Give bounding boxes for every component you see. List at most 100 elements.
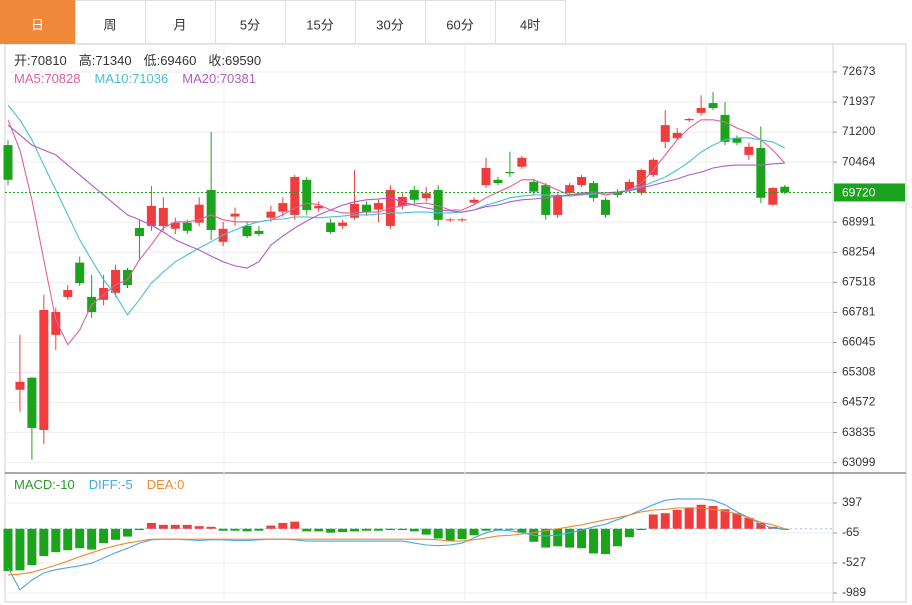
macd-bar: [278, 522, 288, 529]
series-line: [7, 119, 786, 346]
macd-bar: [636, 528, 646, 531]
candle-body: [63, 289, 73, 297]
candle-body: [75, 262, 85, 284]
candle-body: [732, 138, 742, 143]
tab[interactable]: 60分: [425, 0, 496, 44]
candle-body: [517, 157, 527, 167]
macd-bar: [421, 528, 431, 535]
tab-bg[interactable]: [0, 0, 76, 44]
candle-body: [206, 190, 216, 231]
tab-label[interactable]: 30分: [376, 17, 403, 32]
y-tick-label: 68254: [842, 244, 876, 258]
tab-label[interactable]: 60分: [446, 17, 473, 32]
ohlc-label: 低:: [144, 53, 161, 68]
macd-bar: [39, 528, 49, 557]
tab-label[interactable]: 周: [103, 17, 116, 32]
tab-bg[interactable]: [495, 0, 566, 44]
macd-bar: [684, 507, 694, 529]
macd-bar: [445, 528, 455, 541]
candle-body: [302, 179, 312, 211]
ohlc-label: 开:: [14, 53, 31, 68]
candle-body: [481, 167, 491, 186]
y-tick-label: 72673: [842, 64, 876, 78]
macd-bar: [409, 528, 419, 532]
legend-name: DIFF:: [89, 477, 122, 492]
tab[interactable]: 5分: [215, 0, 286, 44]
macd-bar: [577, 528, 587, 549]
macd-bar: [206, 526, 216, 529]
candle-body: [99, 287, 109, 300]
candle-body: [15, 381, 25, 390]
macd-bar: [326, 528, 336, 533]
candle-body: [134, 227, 144, 237]
macd-bar: [672, 509, 682, 529]
tab-bg[interactable]: [425, 0, 496, 44]
tab[interactable]: 15分: [285, 0, 356, 44]
macd-bar: [266, 525, 276, 529]
macd-bar: [302, 528, 312, 532]
tab[interactable]: 30分: [355, 0, 426, 44]
legend-value: 0: [177, 477, 184, 492]
ohlc-value: 71340: [95, 53, 131, 68]
tab-label[interactable]: 日: [31, 17, 44, 32]
macd-bar: [433, 528, 443, 539]
macd-bar: [134, 528, 144, 531]
candle-body: [577, 176, 587, 186]
series-line: [7, 104, 786, 316]
candle-body: [457, 219, 467, 221]
candle-body: [553, 194, 563, 215]
tab-bg[interactable]: [75, 0, 146, 44]
legend-value: 70828: [44, 71, 80, 86]
y-tick-label: -65: [842, 525, 860, 539]
macd-bar: [314, 528, 324, 532]
candle-body: [720, 114, 730, 142]
macd-bar: [493, 528, 503, 531]
macd-bar: [565, 528, 575, 548]
candle-body: [780, 186, 790, 193]
candle-body: [170, 222, 180, 229]
tab[interactable]: 周: [75, 0, 146, 44]
candle-body: [565, 185, 575, 193]
candle-body: [290, 176, 300, 215]
y-tick-label: 63835: [842, 425, 876, 439]
candle-body: [696, 107, 706, 113]
tab-label[interactable]: 4时: [520, 17, 540, 32]
macd-bar: [648, 514, 658, 529]
candle-body: [612, 192, 622, 195]
tab-label[interactable]: 月: [173, 17, 186, 32]
candle-body: [373, 203, 383, 210]
tab-bg[interactable]: [145, 0, 216, 44]
macd-bar: [362, 528, 371, 531]
candle-body: [601, 199, 610, 215]
legend-value: 71036: [132, 71, 168, 86]
macd-bar: [469, 528, 479, 536]
macd-bar: [146, 522, 156, 529]
ohlc-value: 69460: [160, 53, 196, 68]
tab-bg[interactable]: [285, 0, 356, 44]
macd-bar: [242, 528, 252, 532]
candle-body: [146, 205, 156, 226]
candle-body: [242, 225, 252, 237]
tab[interactable]: 日: [0, 0, 76, 44]
candle-body: [529, 181, 539, 192]
tab-label[interactable]: 15分: [306, 17, 333, 32]
series-line: [7, 507, 785, 576]
candle-body: [744, 146, 754, 155]
tab[interactable]: 月: [145, 0, 216, 44]
macd-bar: [624, 528, 634, 538]
legend-name: MA10:: [95, 71, 133, 86]
macd-bar: [481, 528, 491, 531]
candle-body: [123, 269, 132, 286]
candle-body: [589, 183, 599, 198]
candle-body: [158, 207, 168, 226]
candle-body: [3, 145, 13, 180]
candle-body: [39, 309, 49, 430]
tab[interactable]: 4时: [495, 0, 566, 44]
macd-bar: [170, 524, 180, 529]
candle-body: [362, 204, 371, 213]
macd-bar: [708, 506, 718, 529]
candle-body: [314, 205, 324, 209]
candle-body: [768, 187, 778, 205]
tab-label[interactable]: 5分: [240, 17, 260, 32]
